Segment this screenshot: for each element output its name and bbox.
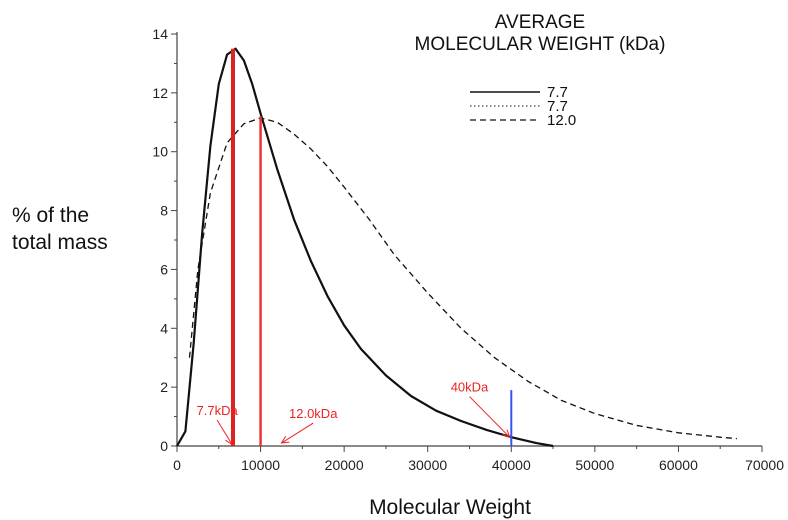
- x-tick-label: 20000: [325, 457, 364, 473]
- series-layer: [176, 47, 737, 448]
- y-tick-label: 12: [152, 85, 168, 101]
- x-axis: 0 10000 20000 30000 40000 50000 60000 70000: [173, 445, 784, 473]
- x-tick-label: 30000: [408, 457, 447, 473]
- legend-label-2: 12.0: [547, 112, 576, 129]
- y-tick-label: 10: [152, 144, 168, 160]
- y-tick-label: 4: [160, 320, 168, 336]
- y-tick-label: 0: [160, 438, 168, 454]
- annotation-arrowhead-0: [225, 436, 233, 446]
- y-tick-label: 14: [152, 26, 168, 42]
- y-axis-title-line-2: total mass: [12, 231, 108, 254]
- annotation-arrow-2: [469, 396, 510, 438]
- x-axis-title: Molecular Weight: [369, 496, 531, 519]
- annotation-arrow-0: [216, 419, 233, 445]
- x-tick-label: 50000: [575, 457, 614, 473]
- series-line-1: [188, 117, 737, 440]
- y-tick-label: 8: [160, 203, 168, 219]
- legend-label-1: 7.7: [547, 98, 568, 115]
- x-tick-label: 40000: [492, 457, 531, 473]
- y-tick-label: 2: [160, 379, 168, 395]
- y-tick-label: 6: [160, 261, 168, 277]
- legend-title-line-2: MOLECULAR WEIGHT (kDa): [415, 34, 666, 55]
- x-tick-label: 70000: [745, 457, 784, 473]
- x-tick-label: 60000: [659, 457, 698, 473]
- annotation-label-1: 12.0kDa: [289, 406, 338, 421]
- legend: AVERAGE MOLECULAR WEIGHT (kDa) 7.77.712.…: [415, 12, 666, 129]
- annotation-layer: 7.7kDa 12.0kDa 40kDa: [197, 380, 511, 446]
- annotation-arrowhead-2: [501, 429, 511, 438]
- legend-entries: 7.77.712.0: [470, 84, 576, 129]
- series-line-0: [176, 47, 554, 448]
- x-tick-label: 0: [173, 457, 181, 473]
- x-tick-label: 10000: [241, 457, 280, 473]
- annotation-label-2: 40kDa: [451, 380, 489, 395]
- annotation-arrowhead-1: [280, 436, 290, 444]
- annotation-arrow-1: [281, 422, 314, 444]
- legend-title-line-1: AVERAGE: [495, 12, 585, 33]
- legend-label-0: 7.7: [547, 84, 568, 101]
- annotation-label-0: 7.7kDa: [197, 403, 239, 418]
- y-axis-title-line-1: % of the: [12, 204, 89, 227]
- marker-layer: [230, 48, 513, 446]
- y-axis: 0 2 4 6 8 10 12 14: [152, 26, 178, 454]
